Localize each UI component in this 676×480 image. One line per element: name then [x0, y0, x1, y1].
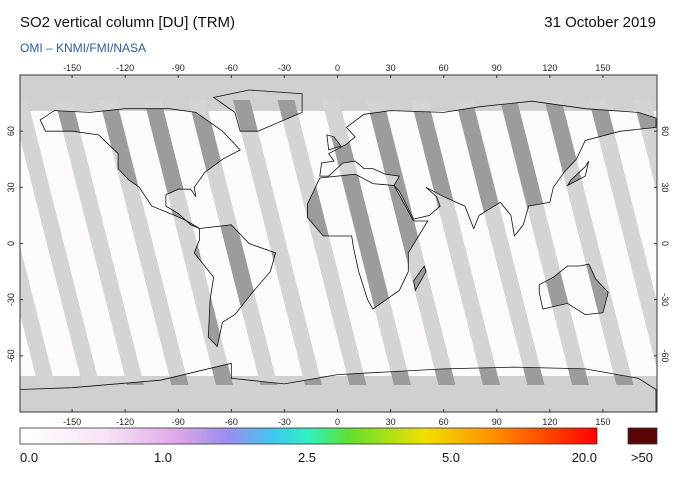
orbit-gap — [55, 100, 144, 385]
lon-tick-label-top: -150 — [63, 63, 81, 73]
coastline — [39, 108, 241, 229]
lon-tick-label-bottom: 0 — [335, 417, 340, 427]
overflow-label: >50 — [631, 450, 653, 465]
lat-tick-label-left: 30 — [6, 182, 16, 192]
lon-tick-label-bottom: 120 — [542, 417, 557, 427]
orbit-gap — [277, 100, 367, 385]
orbit-gap — [233, 100, 322, 385]
lon-tick-label-top: -120 — [116, 63, 134, 73]
lon-tick-label-bottom: 150 — [595, 417, 610, 427]
polar-gap-south — [20, 376, 657, 412]
lat-tick-label-right: -30 — [660, 293, 670, 306]
lon-tick-label-top: -90 — [172, 63, 185, 73]
colorbar-label: 0.0 — [20, 450, 38, 465]
lon-tick-label-top: 120 — [542, 63, 557, 73]
lon-tick-label-bottom: -30 — [278, 417, 291, 427]
orbit-gap — [20, 246, 55, 385]
coastline — [319, 100, 657, 237]
colorbar-labels: 0.0 1.0 2.5 5.0 20.0 — [20, 450, 597, 465]
lat-tick-label-left: -60 — [6, 349, 16, 362]
lon-tick-label-bottom: 90 — [492, 417, 502, 427]
coastline — [20, 362, 657, 412]
lon-tick-label-bottom: -90 — [172, 417, 185, 427]
coastline — [326, 134, 342, 151]
date: 31 October 2019 — [544, 14, 656, 31]
lon-tick-label-top: 0 — [335, 63, 340, 73]
lat-tick-label-right: 60 — [660, 126, 670, 136]
lon-tick-label-top: 150 — [595, 63, 610, 73]
lon-tick-label-top: -60 — [225, 63, 238, 73]
lon-tick-label-top: 60 — [439, 63, 449, 73]
coastline — [566, 160, 590, 187]
colorbar-label: 5.0 — [442, 450, 460, 465]
colorbar — [19, 427, 598, 445]
coastline — [538, 263, 609, 316]
orbit-gap — [20, 100, 100, 385]
lat-tick-label-left: -30 — [6, 293, 16, 306]
lon-tick-label-top: -30 — [278, 63, 291, 73]
lon-tick-label-bottom: 60 — [439, 417, 449, 427]
source: OMI – KNMI/FMI/NASA — [20, 41, 146, 55]
lat-tick-label-right: 0 — [660, 241, 670, 246]
lat-tick-label-left: 0 — [6, 241, 16, 246]
coastline — [193, 224, 277, 348]
colorbar-label: 20.0 — [572, 450, 597, 465]
coastline — [212, 89, 303, 132]
lon-tick-label-bottom: -60 — [225, 417, 238, 427]
colorbar-label: 1.0 — [154, 450, 172, 465]
lon-tick-label-bottom: 30 — [386, 417, 396, 427]
lat-tick-label-right: 30 — [660, 182, 670, 192]
orbit-gap — [544, 100, 634, 385]
lat-tick-label-right: -60 — [660, 349, 670, 362]
title: SO2 vertical column [DU] (TRM) — [20, 14, 235, 31]
lon-tick-label-top: 90 — [492, 63, 502, 73]
axes: -150 -150 -120 -120 -90 -90 -60 -60 -30 -30 0 0 30 30… — [6, 63, 670, 427]
map-area — [20, 75, 657, 412]
colorbar-label: 2.5 — [298, 450, 316, 465]
orbit-gap — [589, 100, 657, 370]
lon-tick-label-bottom: -150 — [63, 417, 81, 427]
lon-tick-label-bottom: -120 — [116, 417, 134, 427]
lon-tick-label-top: 30 — [386, 63, 396, 73]
coastline — [307, 173, 429, 310]
coastline — [413, 265, 427, 292]
lat-tick-label-left: 60 — [6, 126, 16, 136]
colorbar-overflow — [627, 427, 658, 445]
